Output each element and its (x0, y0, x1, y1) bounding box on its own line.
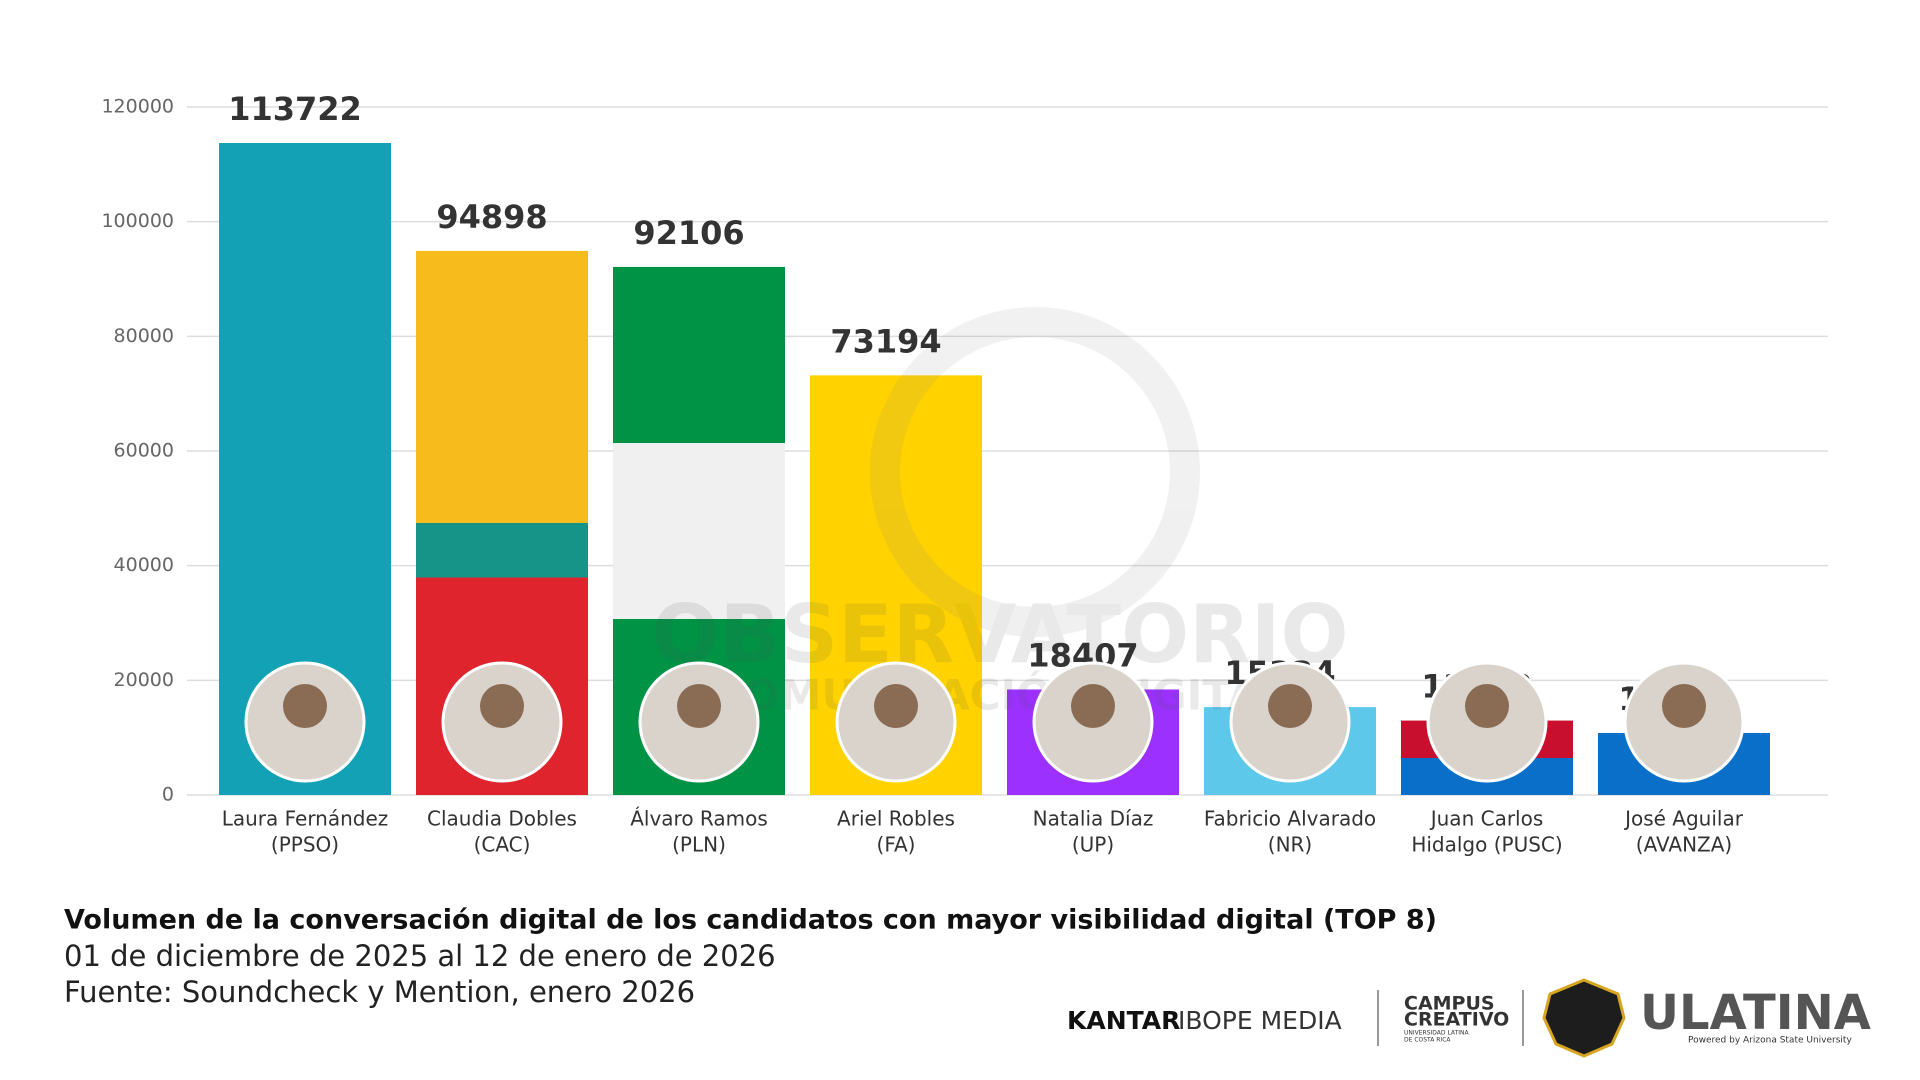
logo-campus: CREATIVO (1404, 1009, 1509, 1031)
y-tick-label: 20000 (114, 669, 174, 691)
value-label: 92106 (633, 214, 744, 252)
logo-campus: CAMPUS (1404, 993, 1495, 1015)
x-tick-label: Álvaro Ramos (630, 807, 768, 831)
chart-title: Volumen de la conversación digital de lo… (64, 905, 1437, 936)
y-tick-label: 100000 (101, 210, 174, 232)
logo-asu: Powered by Arizona State University (1688, 1036, 1852, 1046)
logos: KANTAR IBOPE MEDIA CAMPUS CREATIVO UNIVE… (1067, 978, 1871, 1058)
candidate-photo-head (874, 684, 918, 728)
x-tick-label: (NR) (1268, 833, 1312, 857)
x-tick-label: Fabricio Alvarado (1204, 807, 1376, 831)
y-tick-label: 0 (162, 784, 174, 806)
value-label: 94898 (436, 198, 547, 236)
y-tick-label: 60000 (114, 440, 174, 462)
logo-campus-sub: DE COSTA RICA (1404, 1037, 1451, 1044)
x-tick-label: (UP) (1072, 833, 1114, 857)
x-tick-label: (PPSO) (271, 833, 339, 857)
y-tick-label: 80000 (114, 325, 174, 347)
y-tick-label: 120000 (101, 96, 174, 118)
logo-badge (1542, 978, 1626, 1058)
value-label: 73194 (830, 322, 941, 360)
x-tick-label: Ariel Robles (837, 807, 955, 831)
candidate-photo-head (1465, 684, 1509, 728)
candidate-photo-head (1071, 684, 1115, 728)
x-tick-label: Hidalgo (PUSC) (1411, 833, 1562, 857)
candidate-photo-head (480, 684, 524, 728)
x-tick-label: (FA) (877, 833, 916, 857)
logo-campus-sub: UNIVERSIDAD LATINA (1404, 1030, 1469, 1037)
value-label: 113722 (228, 90, 362, 128)
x-tick-label: (CAC) (474, 833, 531, 857)
x-tick-label: (PLN) (672, 833, 726, 857)
y-tick-label: 40000 (114, 554, 174, 576)
x-tick-label: Claudia Dobles (427, 807, 577, 831)
x-tick-label: José Aguilar (1623, 807, 1744, 831)
x-tick-label: Natalia Díaz (1033, 807, 1154, 831)
x-tick-label: (AVANZA) (1636, 833, 1732, 857)
x-tick-label: Laura Fernández (222, 807, 389, 831)
watermark-text: OBSERVATORIO (652, 588, 1349, 681)
candidate-photo-head (1662, 684, 1706, 728)
watermark: OBSERVATORIO COMUNICACIÓN DIGITAL (652, 307, 1349, 720)
logo-ulatina: ULATINA (1640, 985, 1871, 1041)
chart-subtitle: 01 de diciembre de 2025 al 12 de enero d… (64, 939, 776, 973)
candidate-photo-head (1268, 684, 1312, 728)
x-tick-label: Juan Carlos (1429, 807, 1544, 831)
watermark-text: COMUNICACIÓN DIGITAL (713, 670, 1287, 720)
logo-kantar: KANTAR (1067, 1006, 1180, 1035)
chart-source: Fuente: Soundcheck y Mention, enero 2026 (64, 975, 695, 1009)
candidate-photo-head (283, 684, 327, 728)
watermark-icon (870, 307, 1200, 637)
logo-ibope: IBOPE MEDIA (1178, 1006, 1342, 1035)
candidate-photo-head (677, 684, 721, 728)
